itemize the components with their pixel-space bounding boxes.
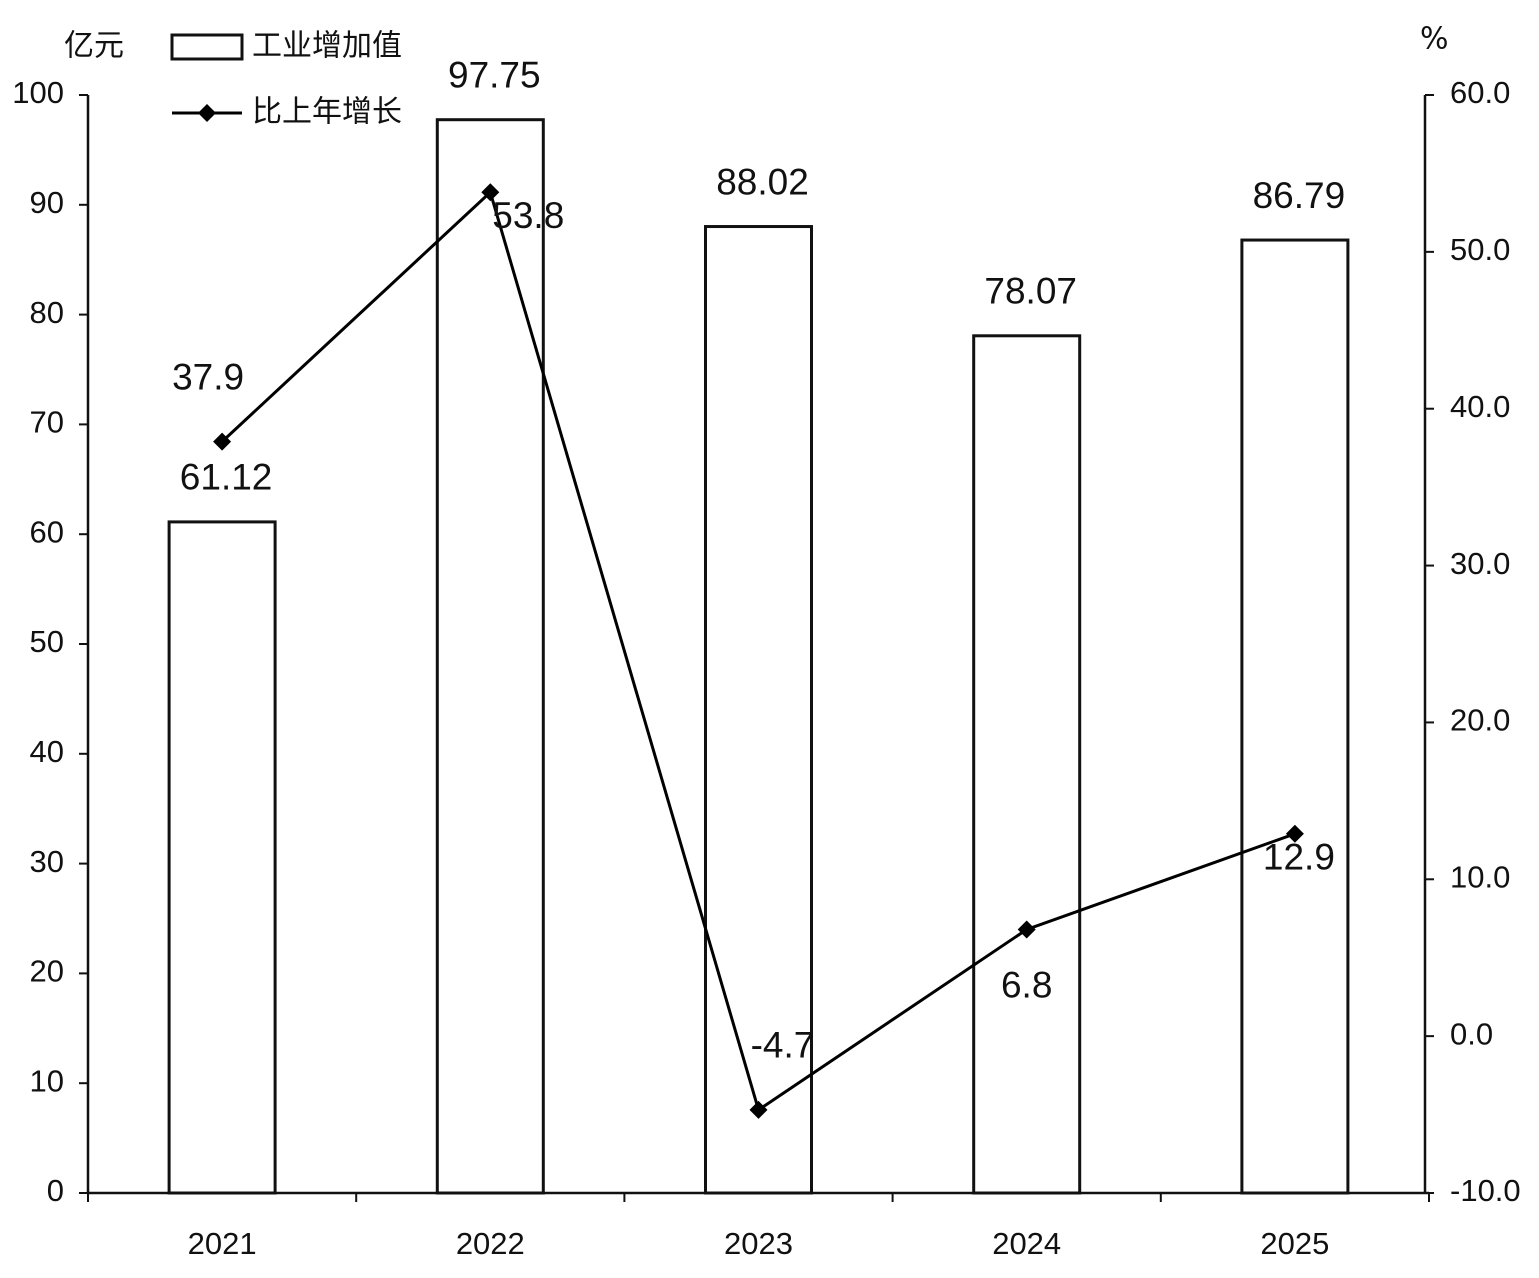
y-axis-label: 亿元 (64, 29, 124, 64)
y-tick-label: 20 (30, 954, 64, 989)
y-tick-label: 10 (30, 1063, 64, 1098)
legend-swatch (170, 33, 244, 61)
line-marker (749, 1100, 768, 1119)
bar-value-label: 86.79 (1253, 175, 1346, 216)
x-tick-label: 2023 (724, 1226, 793, 1261)
y-tick-label: 50 (30, 624, 64, 659)
y-tick-label: 0 (47, 1173, 64, 1208)
bar-value-label: 97.75 (448, 54, 541, 95)
line-value-label: 6.8 (1001, 964, 1052, 1005)
line-value-label: 12.9 (1263, 837, 1335, 878)
y-tick-label: 40 (30, 734, 64, 769)
bar-value-label: 61.12 (180, 457, 273, 498)
legend-label: 比上年增长 (252, 95, 402, 130)
line-value-label: 37.9 (172, 356, 244, 397)
line-marker (213, 432, 232, 451)
y-tick-label: 80 (30, 295, 64, 330)
x-tick-label: 2024 (992, 1226, 1061, 1261)
bar-value-label: 88.02 (716, 161, 809, 202)
line-marker (481, 183, 500, 202)
bar (435, 118, 545, 1195)
x-tick-label: 2022 (456, 1226, 525, 1261)
y-tick-label: 60 (30, 514, 64, 549)
y2-tick-label: -10.0 (1450, 1173, 1521, 1208)
bar (972, 334, 1082, 1195)
y2-tick-label: 0.0 (1450, 1016, 1493, 1051)
y2-tick-label: 40.0 (1450, 389, 1510, 424)
y-tick-label: 90 (30, 185, 64, 220)
legend-marker (198, 104, 216, 122)
y2-tick-label: 30.0 (1450, 546, 1510, 581)
line-marker (1285, 824, 1304, 843)
legend-label: 工业增加值 (252, 29, 402, 64)
bar (1240, 238, 1350, 1195)
y2-tick-label: 10.0 (1450, 859, 1510, 894)
line-value-label: 53.8 (492, 195, 564, 236)
x-tick-label: 2025 (1260, 1226, 1329, 1261)
bar-value-label: 78.07 (984, 271, 1077, 312)
bar (167, 520, 277, 1195)
line-value-label: -4.7 (751, 1025, 815, 1066)
y-tick-label: 30 (30, 844, 64, 879)
bar (704, 225, 813, 1195)
y2-axis-label: % (1420, 22, 1449, 57)
y2-tick-label: 20.0 (1450, 703, 1510, 738)
y2-tick-label: 50.0 (1450, 232, 1510, 267)
y-tick-label: 100 (12, 75, 64, 110)
y2-tick-label: 60.0 (1450, 75, 1510, 110)
y-tick-label: 70 (30, 405, 64, 440)
x-tick-label: 2021 (188, 1226, 257, 1261)
line-marker (1017, 920, 1036, 939)
